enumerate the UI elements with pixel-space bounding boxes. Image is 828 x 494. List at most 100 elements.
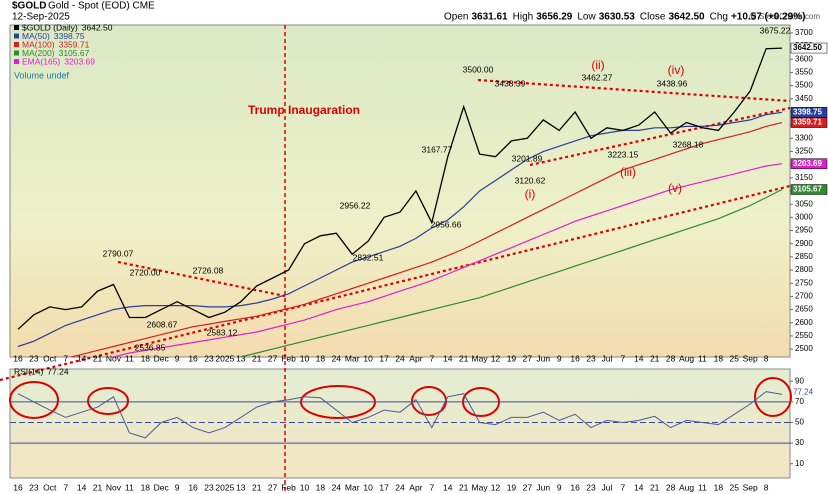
x-tick-label: 13 — [236, 482, 246, 492]
x-tick-label: 14 — [634, 353, 644, 363]
y-tick-label: 3500 — [795, 81, 813, 90]
circle — [754, 377, 792, 417]
circle — [9, 381, 59, 419]
x-tick-label: Oct — [43, 482, 57, 492]
x-tick-label: May — [472, 353, 489, 363]
legend-swatch — [14, 59, 19, 64]
x-tick-label: 24 — [332, 353, 342, 363]
x-tick-label: 16 — [188, 482, 198, 492]
watermark: @ StockCharts.com — [749, 12, 821, 21]
x-tick-label: 10 — [363, 353, 373, 363]
rsi-line — [17, 391, 783, 439]
x-tick-label: Sep — [743, 482, 758, 492]
x-tick-label: 12 — [491, 353, 501, 363]
quote-value: +10.57 (+0.29%) — [731, 12, 806, 23]
value-box-label: 3203.69 — [793, 159, 822, 168]
x-tick-label: 27 — [523, 482, 533, 492]
y-tick-label: 3050 — [795, 199, 813, 208]
x-tick-label: Jun — [536, 482, 550, 492]
x-tick-label: 23 — [29, 482, 39, 492]
x-tick-label: Feb — [281, 353, 296, 363]
quote-label: Chg — [710, 12, 728, 23]
x-tick-label: 14 — [634, 482, 644, 492]
x-tick-label: 7 — [620, 482, 625, 492]
x-tick-label: May — [472, 482, 489, 492]
price-annotation: 3167.77 — [422, 144, 453, 154]
x-tick-label: 27 — [268, 482, 278, 492]
x-tick-label: 21 — [93, 482, 103, 492]
y-tick-label: 3700 — [795, 28, 813, 37]
quote-label: Low — [577, 12, 596, 23]
x-tick-label: 27 — [523, 353, 533, 363]
price-line — [17, 47, 783, 330]
x-tick-label: 16 — [13, 482, 23, 492]
rsi-tick-label: 90 — [795, 376, 804, 385]
date: 12-Sep-2025 — [12, 12, 70, 23]
trendlines — [0, 78, 791, 382]
price-annotation: 2536.85 — [135, 342, 166, 352]
value-box — [790, 42, 828, 54]
price-annotation: 3438.96 — [657, 78, 688, 88]
legend-name: MA(100) — [22, 39, 55, 49]
x-tick-label: 8 — [764, 482, 769, 492]
x-tick-label: Nov — [106, 482, 122, 492]
legend-swatch — [14, 42, 19, 47]
trendline — [477, 78, 791, 103]
quote-value: 3656.29 — [536, 12, 573, 23]
y-tick-label: 3550 — [795, 68, 813, 77]
quote-value: 3631.61 — [471, 12, 508, 23]
value-box-label: 3105.67 — [793, 185, 822, 194]
price-annotation: 3268.18 — [673, 139, 704, 149]
x-tick-label: Nov — [106, 353, 122, 363]
x-tick-label: 18 — [316, 353, 326, 363]
x-tick-label: Feb — [281, 482, 296, 492]
x-tick-label: 17 — [379, 482, 389, 492]
x-tick-label: 24 — [395, 353, 405, 363]
x-tick-label: 16 — [188, 353, 198, 363]
x-tick-label: Apr — [409, 482, 422, 492]
x-tick-label: 21 — [252, 482, 262, 492]
x-tick-label: 11 — [698, 482, 707, 492]
circle — [87, 387, 129, 415]
legend-name: $GOLD (Daily) — [22, 22, 78, 32]
quote-label: Close — [640, 12, 666, 23]
y-tick-label: 2900 — [795, 239, 813, 248]
x-tick-label: 25 — [730, 482, 740, 492]
legend-name: MA(50) — [22, 31, 50, 41]
x-tick-label: 13 — [236, 353, 246, 363]
x-tick-label: 21 — [93, 353, 103, 363]
legend-swatch — [14, 50, 19, 56]
y-tick-label: 2750 — [795, 278, 813, 287]
x-tick-label: Dec — [154, 353, 170, 363]
x-tick-label: 14 — [443, 353, 453, 363]
x-tick-label: Sep — [743, 353, 758, 363]
x-tick-label: Mar — [345, 353, 360, 363]
value-box-label: 3359.71 — [793, 118, 822, 127]
x-tick-label: 10 — [363, 482, 373, 492]
ma-line — [111, 163, 783, 357]
price-panel — [9, 24, 791, 358]
value-box — [790, 107, 828, 118]
x-tick-label: Jul — [602, 482, 613, 492]
y-tick-label: 2800 — [795, 265, 813, 274]
x-tick-label: 16 — [13, 353, 23, 363]
symbol: $GOLD — [12, 1, 46, 12]
x-tick-label: 19 — [507, 353, 517, 363]
x-tick-label: 18 — [316, 482, 326, 492]
x-tick-label: 2025 — [215, 482, 234, 492]
x-tick-label: Apr — [409, 353, 422, 363]
x-tick-label: 24 — [332, 482, 342, 492]
x-tick-label: 7 — [429, 353, 434, 363]
x-tick-label: 7 — [63, 353, 68, 363]
wave-label: (ii) — [591, 58, 604, 72]
price-annotation: 3438.39 — [495, 78, 526, 88]
trendline — [117, 260, 286, 298]
price-annotation: 3223.15 — [608, 149, 639, 159]
x-tick-label: 18 — [714, 482, 724, 492]
x-tick-label: 23 — [29, 353, 39, 363]
rsi-value: 77.24 — [47, 366, 69, 376]
x-tick-label: 16 — [570, 482, 580, 492]
wave-label: (iv) — [668, 63, 685, 77]
x-tick-label: Dec — [154, 482, 170, 492]
